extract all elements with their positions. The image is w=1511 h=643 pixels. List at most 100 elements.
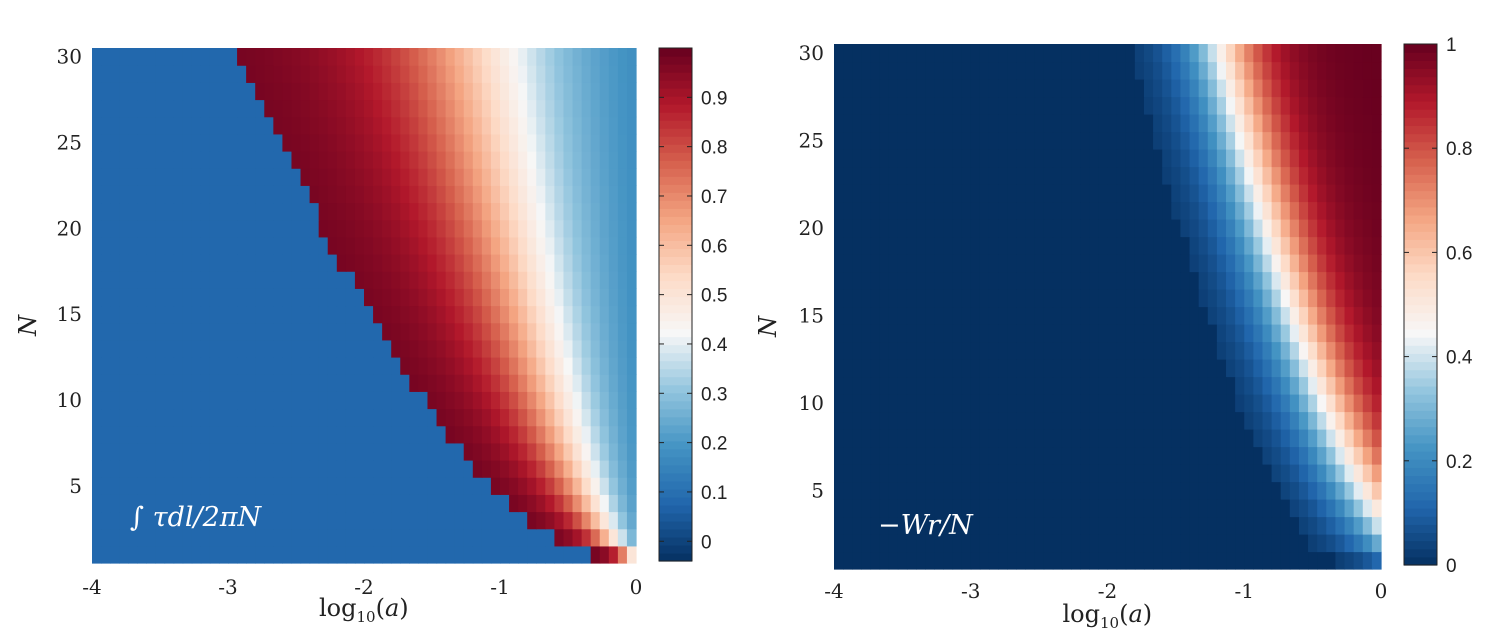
heatmap-cell (1162, 254, 1172, 273)
heatmap-cell (427, 254, 438, 272)
heatmap-cell (119, 357, 129, 375)
heatmap-cell (590, 460, 601, 478)
heatmap-cell (952, 96, 963, 115)
heatmap-cell (1007, 219, 1017, 238)
heatmap-cell (1262, 236, 1273, 255)
heatmap-cell (843, 184, 853, 203)
heatmap-cell (101, 48, 111, 66)
heatmap-cell (1134, 219, 1145, 238)
heatmap-cell (327, 545, 338, 564)
heatmap-cell (590, 271, 601, 289)
heatmap-cell (879, 184, 890, 203)
heatmap-cell (1025, 166, 1036, 185)
heatmap-cell (237, 477, 247, 495)
heatmap-cell (1353, 114, 1364, 133)
heatmap-cell (1052, 201, 1063, 220)
heatmap-cell (608, 65, 619, 83)
heatmap-cell (137, 511, 147, 530)
heatmap-cell (1335, 61, 1346, 80)
heatmap-cell (1071, 464, 1081, 483)
heatmap-cell (563, 322, 574, 341)
heatmap-cell (345, 288, 356, 307)
heatmap-cell (1016, 166, 1027, 185)
heatmap-cell (916, 114, 926, 133)
heatmap-cell (1016, 534, 1027, 553)
heatmap-cell (282, 494, 293, 513)
heatmap-cell (626, 425, 637, 444)
heatmap-cell (391, 528, 401, 547)
heatmap-cell (1134, 394, 1145, 413)
colorbar-swatch (659, 80, 692, 89)
heatmap-cell (364, 545, 374, 564)
heatmap-cell (137, 168, 147, 186)
heatmap-cell (1244, 79, 1254, 98)
heatmap-cell (1143, 201, 1154, 220)
heatmap-cell (1289, 79, 1300, 98)
heatmap-cell (164, 305, 175, 324)
heatmap-cell (1025, 394, 1036, 413)
heatmap-cell (572, 288, 583, 307)
heatmap-cell (1235, 44, 1245, 63)
colorbar-tick-label: 0.8 (1446, 139, 1472, 160)
heatmap-cell (318, 254, 329, 272)
heatmap-cell (1308, 394, 1318, 413)
heatmap-cell (282, 168, 293, 186)
heatmap-cell (518, 494, 528, 513)
heatmap-cell (345, 339, 356, 358)
heatmap-cell (191, 408, 202, 427)
heatmap-cell (1271, 481, 1282, 500)
heatmap-cell (988, 394, 999, 413)
heatmap-cell (1125, 79, 1136, 98)
heatmap-cell (472, 305, 483, 324)
heatmap-cell (1326, 166, 1337, 185)
heatmap-cell (870, 534, 881, 553)
heatmap-cell (1143, 219, 1154, 238)
heatmap-cell (1344, 446, 1355, 465)
heatmap-cell (861, 271, 872, 290)
heatmap-cell (1216, 429, 1227, 448)
heatmap-cell (590, 82, 601, 101)
heatmap-cell (843, 96, 853, 115)
heatmap-cell (246, 511, 256, 530)
heatmap-cell (970, 289, 981, 308)
heatmap-cell (300, 305, 311, 324)
heatmap-cell (101, 116, 111, 135)
heatmap-cell (834, 551, 844, 570)
heatmap-cell (916, 236, 926, 255)
heatmap-cell (1071, 481, 1081, 500)
heatmap-cell (1162, 324, 1172, 343)
heatmap-cell (182, 133, 193, 152)
heatmap-cell (255, 545, 265, 564)
heatmap-cell (1043, 166, 1054, 185)
heatmap-cell (1344, 166, 1355, 185)
heatmap-cell (1061, 324, 1072, 343)
heatmap-cell (536, 236, 546, 255)
heatmap-cell (599, 65, 610, 83)
heatmap-cell (1289, 376, 1300, 395)
heatmap-cell (155, 545, 166, 564)
heatmap-cell (373, 391, 383, 410)
heatmap-cell (92, 391, 102, 410)
heatmap-cell (988, 324, 999, 343)
heatmap-cell (572, 528, 583, 547)
heatmap-cell (264, 133, 274, 152)
heatmap-cell (246, 133, 256, 152)
heatmap-cell (237, 288, 247, 307)
heatmap-cell (155, 271, 166, 289)
heatmap-cell (1043, 464, 1054, 483)
heatmap-cell (1098, 254, 1109, 273)
heatmap-cell (472, 511, 483, 530)
heatmap-cell (472, 339, 483, 358)
heatmap-cell (626, 185, 637, 204)
heatmap-cell (237, 511, 247, 530)
heatmap-cell (970, 499, 981, 518)
heatmap-cell (1025, 96, 1036, 115)
heatmap-cell (500, 236, 510, 255)
heatmap-cell (1089, 79, 1099, 98)
colorbar-swatch (659, 144, 692, 153)
heatmap-cell (916, 394, 926, 413)
heatmap-cell (843, 429, 853, 448)
heatmap-cell (119, 202, 129, 221)
heatmap-cell (1308, 359, 1318, 378)
heatmap-cell (1061, 306, 1072, 325)
